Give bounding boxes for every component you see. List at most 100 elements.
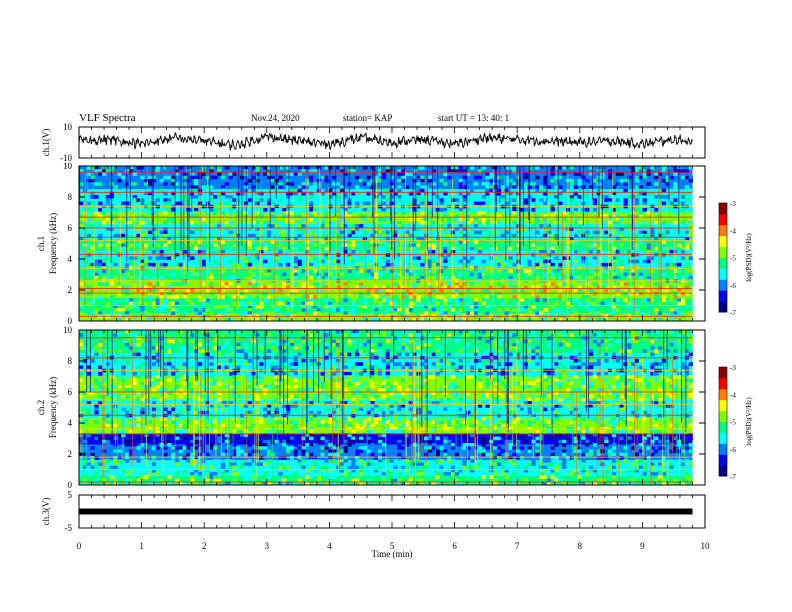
spectral-cell <box>435 295 440 299</box>
spectral-cell <box>201 465 206 470</box>
spectral-cell <box>443 256 448 261</box>
spectral-cell <box>286 220 291 225</box>
spectral-cell <box>274 423 279 428</box>
spectral-cell <box>420 211 425 215</box>
spectral-cell <box>243 433 249 437</box>
spectral-cell <box>447 298 452 303</box>
spectral-cell <box>247 394 252 399</box>
spectral-cell <box>328 269 333 273</box>
spectral-cell <box>159 220 164 225</box>
spectral-cell <box>684 272 690 277</box>
spectral-cell <box>263 285 268 290</box>
spectral-cell <box>247 240 252 244</box>
spectral-cell <box>611 191 617 196</box>
spectral-cell <box>339 378 344 383</box>
colorbar-swatch <box>719 279 727 291</box>
spectral-cell <box>577 249 582 254</box>
spectral-cell <box>197 336 203 341</box>
spectral-cell <box>171 185 176 190</box>
spectral-cell <box>309 182 314 186</box>
spectral-cell <box>366 256 371 261</box>
spectral-cell <box>477 191 482 196</box>
spectral-cell <box>251 175 256 180</box>
spectral-cell <box>305 311 310 315</box>
spectral-cell <box>339 233 344 238</box>
spectral-cell <box>293 288 298 293</box>
spectral-cell <box>125 384 130 389</box>
spectral-cell <box>266 311 272 315</box>
spectral-cell <box>151 178 157 183</box>
spectral-cell <box>650 207 655 212</box>
spectral-cell <box>608 262 613 267</box>
spectral-cell <box>82 401 88 405</box>
spectral-cell <box>247 426 252 431</box>
spectral-cell <box>90 288 95 293</box>
spectral-cell <box>385 166 390 170</box>
spectral-cell <box>381 172 387 177</box>
spectral-cell <box>531 198 536 202</box>
spectral-cell <box>496 298 502 303</box>
spectral-cell <box>259 342 264 347</box>
spectral-cell <box>286 384 291 389</box>
spectral-cell <box>312 182 318 186</box>
spectral-cell <box>569 185 575 190</box>
spectral-cell <box>301 230 306 235</box>
spectral-cell <box>190 175 195 180</box>
spectral-cell <box>324 378 329 383</box>
spectral-cell <box>125 449 130 454</box>
spectral-cell <box>121 188 126 193</box>
spectral-cell <box>550 237 555 241</box>
spectral-cell <box>634 256 640 261</box>
spectral-cell <box>558 275 563 280</box>
spectral-cell <box>504 172 509 177</box>
spectral-cell <box>508 198 513 202</box>
spectral-cell <box>646 295 651 299</box>
spectral-cell <box>94 220 99 225</box>
spectral-cell <box>297 220 302 225</box>
spectral-cell <box>673 295 678 299</box>
spectral-cell <box>297 166 302 170</box>
spectral-cell <box>638 169 644 173</box>
spectral-cell <box>255 446 260 450</box>
spectral-cell <box>669 298 674 303</box>
spectral-cell <box>634 175 640 180</box>
spectral-cell <box>247 384 252 389</box>
spectral-cell <box>286 433 291 437</box>
spectral-cell <box>312 459 318 463</box>
spectral-cell <box>293 378 298 383</box>
spectral-cell <box>79 198 84 202</box>
spectral-cell <box>247 462 252 467</box>
spectral-cell <box>466 259 471 264</box>
spectral-cell <box>569 240 575 244</box>
spectral-cell <box>366 191 371 196</box>
spectral-cell <box>466 249 471 254</box>
spectral-cell <box>508 275 513 280</box>
spectral-cell <box>684 249 690 254</box>
spectral-cell <box>232 449 237 454</box>
spectral-cell <box>159 346 164 350</box>
spectral-cell <box>266 175 272 180</box>
spectral-cell <box>634 211 640 215</box>
spectral-cell <box>236 349 241 354</box>
spectral-cell <box>270 217 275 222</box>
spectral-cell <box>385 253 390 257</box>
spectral-cell <box>232 198 237 202</box>
spectral-cell <box>201 237 206 241</box>
spectral-cell <box>328 336 333 341</box>
spectral-cell <box>144 230 149 235</box>
spectral-cell <box>312 185 318 190</box>
spectral-cell <box>247 259 252 264</box>
spectral-cell <box>194 224 199 228</box>
spectral-cell <box>174 394 180 399</box>
spectral-cell <box>79 311 84 315</box>
spectral-cell <box>627 259 632 264</box>
spectral-cell <box>531 253 536 257</box>
spectral-cell <box>167 417 172 421</box>
spectral-cell <box>297 269 302 273</box>
spectral-cell <box>355 349 360 354</box>
spectral-cell <box>263 443 268 447</box>
spectral-cell <box>190 430 195 434</box>
spectral-cell <box>508 233 513 238</box>
spectral-cell <box>201 384 206 389</box>
spectral-cell <box>182 237 187 241</box>
